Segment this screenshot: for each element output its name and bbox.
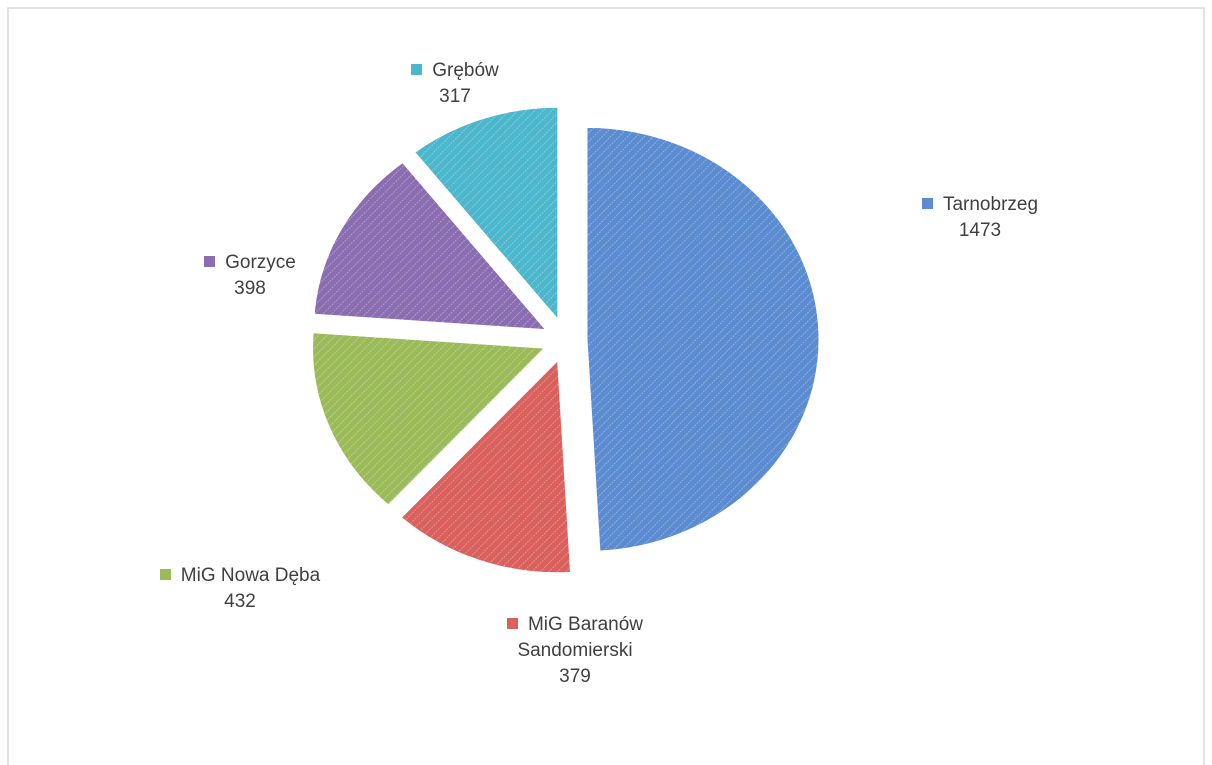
data-label: Tarnobrzeg 1473 bbox=[865, 192, 1095, 244]
legend-marker bbox=[159, 569, 171, 580]
data-label: MiG Baranów Sandomierski 379 bbox=[460, 612, 690, 690]
pie-slice bbox=[312, 332, 546, 506]
data-label: Grębów 317 bbox=[340, 58, 570, 110]
label-name: Gorzyce bbox=[225, 252, 296, 273]
chart-frame bbox=[7, 7, 1205, 765]
label-name: MiG Baranów Sandomierski bbox=[517, 614, 644, 661]
label-name: Grębów bbox=[432, 60, 499, 81]
legend-marker bbox=[204, 256, 216, 267]
pie-slice bbox=[400, 359, 572, 574]
label-value: 317 bbox=[439, 86, 471, 107]
pie-slice bbox=[414, 106, 559, 321]
label-name: Tarnobrzeg bbox=[942, 194, 1039, 215]
pie-slice bbox=[586, 126, 820, 552]
data-label: MiG Nowa Dęba 432 bbox=[125, 563, 355, 615]
label-value: 1473 bbox=[958, 220, 1002, 241]
label-value: 398 bbox=[234, 278, 266, 299]
legend-marker bbox=[411, 64, 423, 75]
pie-slice bbox=[313, 162, 547, 331]
legend-marker bbox=[506, 618, 518, 629]
label-name: MiG Nowa Dęba bbox=[180, 565, 321, 586]
label-value: 432 bbox=[224, 591, 256, 612]
legend-marker bbox=[921, 198, 933, 209]
data-label: Gorzyce 398 bbox=[135, 250, 365, 302]
label-value: 379 bbox=[559, 666, 591, 687]
